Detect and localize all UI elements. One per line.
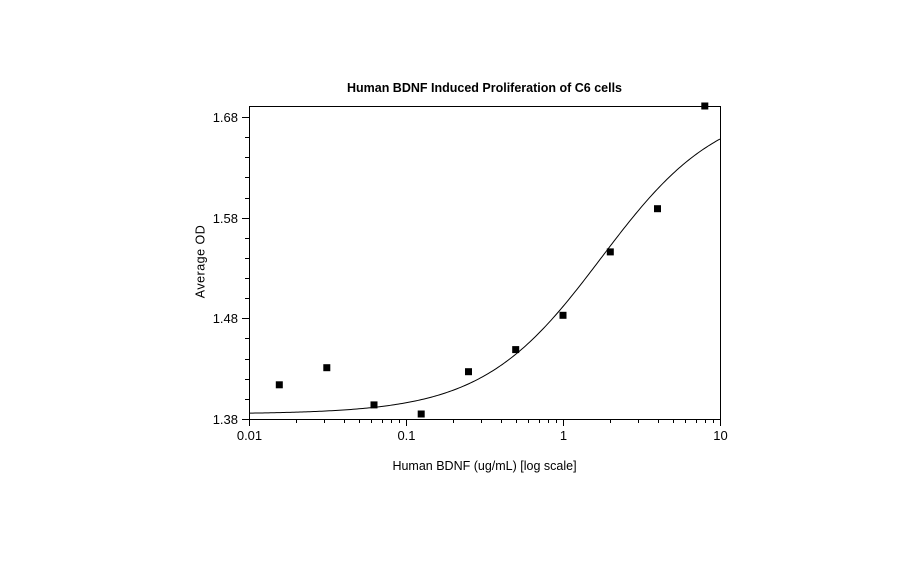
x-tick-label: 10 xyxy=(713,428,727,443)
x-tick-label: 1 xyxy=(560,428,567,443)
data-point xyxy=(606,248,614,256)
x-tick-label: 0.01 xyxy=(237,428,262,443)
chart-title: Human BDNF Induced Proliferation of C6 c… xyxy=(346,81,623,95)
data-point xyxy=(417,410,425,418)
plot-border xyxy=(249,106,721,420)
fit-curve xyxy=(248,138,721,414)
data-point xyxy=(323,364,331,372)
data-point xyxy=(465,368,472,376)
data-point xyxy=(370,401,378,409)
y-tick-label: 1.48 xyxy=(213,311,238,326)
x-tick-label: 0.1 xyxy=(397,428,415,443)
x-axis-title: Human BDNF (ug/mL) [log scale] xyxy=(392,459,577,473)
data-point xyxy=(654,205,661,213)
y-tick-label: 1.68 xyxy=(213,110,238,125)
data-point xyxy=(275,381,283,389)
y-tick-label: 1.38 xyxy=(213,412,238,427)
data-point xyxy=(559,311,567,319)
data-point xyxy=(512,346,520,354)
y-tick-label: 1.58 xyxy=(213,211,238,226)
data-point xyxy=(701,102,709,110)
